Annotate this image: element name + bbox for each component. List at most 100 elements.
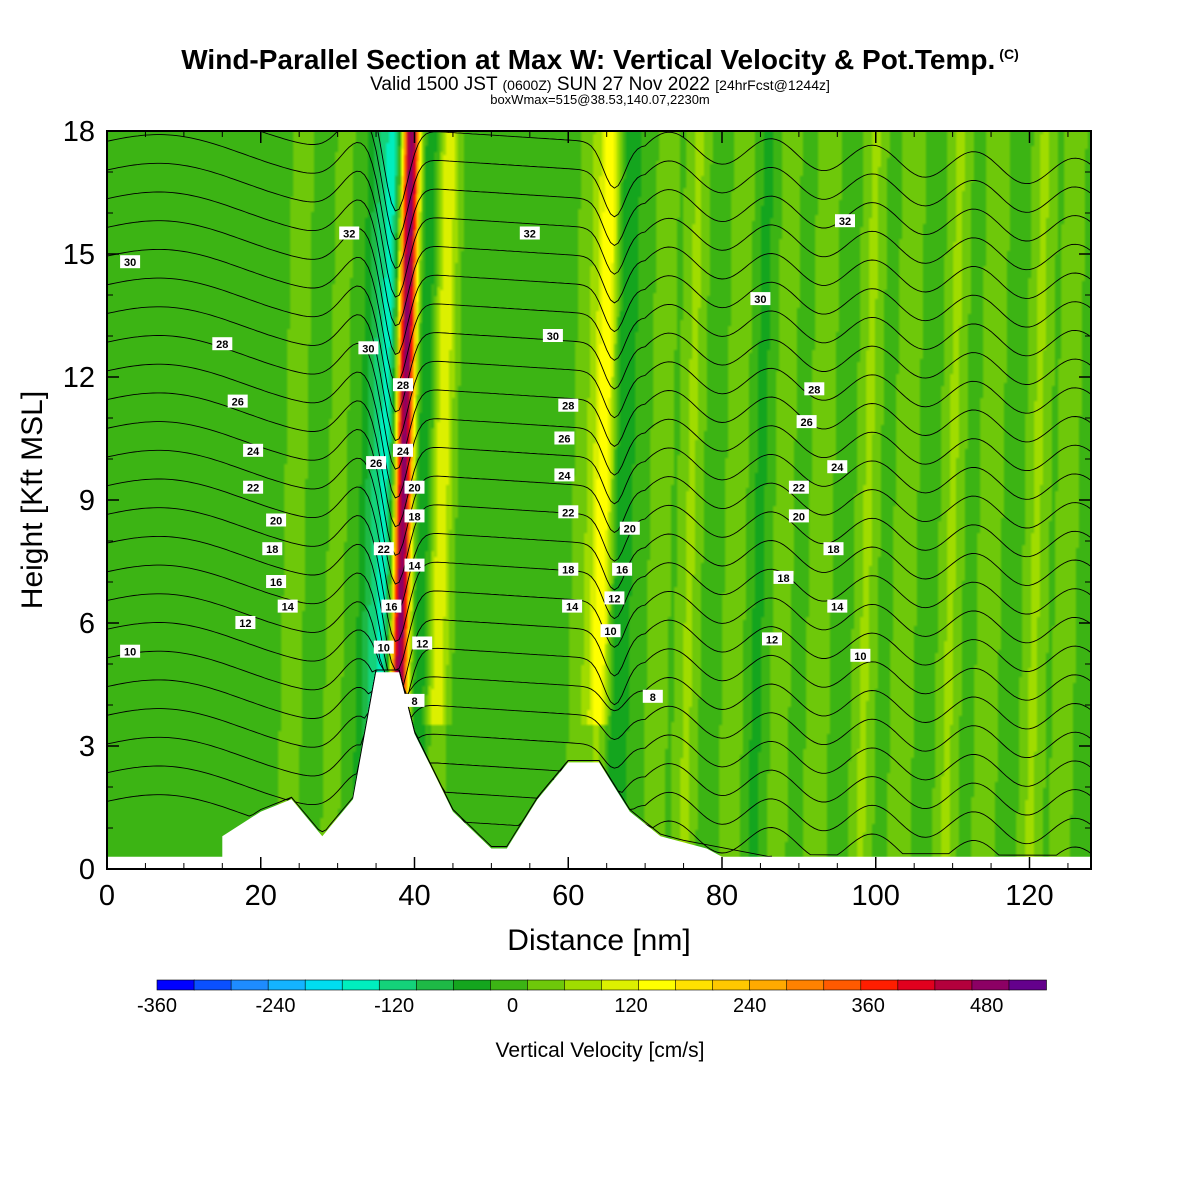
x-tick-label: 120 — [1005, 880, 1053, 912]
contour-label: 20 — [788, 509, 809, 523]
contour-label-text: 18 — [777, 573, 789, 585]
colorbar-swatch — [712, 979, 751, 991]
y-tick-label: 9 — [79, 485, 95, 517]
theta-contour-line — [107, 669, 1091, 787]
theta-contour-line — [107, 564, 1091, 688]
contour-label-text: 26 — [232, 397, 244, 409]
contour-label: 26 — [554, 431, 575, 446]
theta-contour-line — [107, 535, 1091, 671]
colorbar-swatch — [230, 979, 269, 991]
theta-contour-line — [107, 449, 1091, 585]
theta-contour-line — [107, 191, 1091, 327]
contour-label-text: 14 — [566, 602, 579, 614]
contour-label: 32 — [519, 226, 540, 241]
colorbar-swatch — [341, 979, 381, 991]
contour-label-text: 14 — [831, 602, 844, 614]
contour-label: 32 — [835, 214, 855, 228]
contour-label: 32 — [339, 226, 360, 241]
contour-label: 10 — [373, 640, 394, 655]
theta-contour-line — [107, 277, 1091, 413]
contour-label-text: 10 — [124, 647, 136, 659]
contour-label: 8 — [404, 693, 425, 708]
contour-label-text: 20 — [270, 516, 282, 528]
contour-label: 22 — [788, 480, 809, 495]
heatmap-layer — [107, 131, 1091, 869]
theta-contours — [107, 131, 1091, 857]
contour-label: 22 — [243, 480, 264, 495]
contour-label-text: 12 — [239, 618, 251, 630]
theta-contour-line — [377, 131, 1091, 212]
contour-label-text: 30 — [754, 294, 766, 306]
contour-label: 28 — [558, 398, 579, 413]
colorbar-swatch — [897, 979, 936, 991]
theta-contour-line — [107, 593, 1091, 706]
contour-label-text: 30 — [547, 331, 559, 343]
colorbar-tick-label: 0 — [507, 995, 518, 1017]
chart-subtitle-2: boxWmax=515@38.53,140.07,2230m — [490, 92, 710, 107]
colorbar-tick-label: 120 — [614, 995, 647, 1017]
contour-label-text: 10 — [604, 626, 616, 638]
contour-label-text: 20 — [408, 483, 420, 495]
colorbar-tick-label: 240 — [733, 995, 766, 1017]
contour-label-text: 22 — [793, 483, 805, 495]
colorbar-tick-label: -240 — [255, 995, 295, 1017]
contour-label-text: 18 — [827, 544, 839, 556]
contour-label: 18 — [558, 562, 579, 577]
contour-label: 28 — [212, 337, 233, 351]
x-tick-label: 100 — [852, 880, 900, 912]
contour-label-text: 20 — [624, 524, 636, 536]
contour-label: 18 — [262, 542, 283, 556]
contour-label: 14 — [277, 599, 298, 614]
contour-label-text: 20 — [793, 511, 805, 523]
theta-contour-line — [258, 131, 1091, 241]
contour-label-text: 30 — [124, 257, 136, 269]
contour-label-text: 30 — [362, 343, 374, 355]
x-axis-label: Distance [nm] — [507, 924, 690, 957]
x-axis: 0 20 40 60 80 100 120 — [99, 131, 1069, 912]
contour-label-text: 24 — [397, 446, 410, 458]
y-tick-label: 6 — [79, 608, 95, 640]
contour-label: 26 — [366, 456, 387, 470]
colorbar-swatch — [267, 979, 306, 991]
theta-contour-line — [107, 248, 1091, 384]
theta-contour-line — [107, 306, 1091, 442]
contour-label-text: 10 — [854, 651, 866, 663]
contour-label: 12 — [235, 616, 256, 630]
colorbar-swatch — [823, 979, 862, 991]
contour-label-text: 26 — [800, 417, 812, 429]
y-tick-label: 0 — [79, 854, 95, 886]
contour-label: 26 — [227, 394, 248, 409]
colorbar-swatch — [1008, 979, 1047, 991]
contour-label: 20 — [266, 513, 287, 528]
contour-label-text: 16 — [616, 565, 628, 577]
contour-label: 30 — [542, 329, 563, 343]
contour-label: 22 — [373, 542, 394, 556]
contour-label: 30 — [750, 292, 771, 306]
contour-label-text: 10 — [378, 643, 390, 655]
contour-label-text: 18 — [562, 565, 574, 577]
contour-label: 30 — [358, 341, 379, 355]
colorbar-swatch — [156, 979, 195, 991]
contour-label-text: 26 — [370, 458, 382, 470]
contour-label: 18 — [404, 509, 425, 523]
y-tick-label: 18 — [63, 116, 95, 148]
contour-label-text: 22 — [562, 507, 574, 519]
contour-label-text: 32 — [524, 229, 536, 241]
theta-contour-line — [107, 162, 1091, 298]
colorbar-tick-label: 480 — [970, 995, 1003, 1017]
contour-label: 16 — [381, 599, 402, 614]
colorbar-swatch — [749, 979, 788, 991]
copyright-mark: (C) — [999, 45, 1019, 62]
x-tick-label: 60 — [552, 880, 584, 912]
contour-label-text: 24 — [247, 446, 260, 458]
contour-label: 18 — [773, 570, 794, 585]
contour-label: 8 — [642, 689, 663, 704]
theta-contour-line — [107, 421, 1091, 556]
colorbar-tick-label: -120 — [374, 995, 414, 1017]
contour-label: 30 — [120, 255, 141, 269]
theta-contour-line — [107, 622, 1091, 730]
theta-contour-line — [107, 134, 1091, 269]
contour-label: 28 — [393, 378, 413, 392]
colorbar-swatch — [378, 979, 418, 991]
